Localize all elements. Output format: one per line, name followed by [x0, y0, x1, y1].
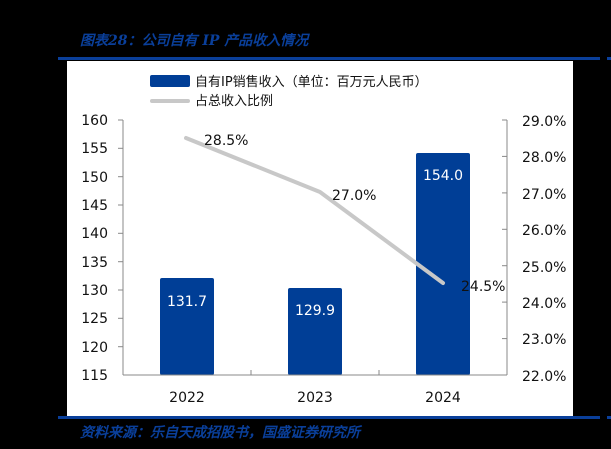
left-axis: [118, 119, 124, 375]
x-tick: 2024: [425, 390, 461, 406]
top-divider-tail: [607, 57, 611, 60]
left-tick: 140: [81, 226, 108, 242]
left-tick: 135: [81, 255, 108, 271]
right-tick: 22.0%: [522, 369, 566, 385]
left-tick: 160: [81, 113, 108, 129]
top-divider: [58, 57, 600, 60]
bottom-divider-tail: [607, 416, 611, 419]
left-tick: 150: [81, 170, 108, 186]
right-axis: [502, 119, 508, 375]
right-tick: 26.0%: [522, 223, 566, 239]
x-tick: 2022: [169, 390, 205, 406]
bar-value-label: 154.0: [423, 168, 463, 184]
bar-2024: [416, 153, 470, 375]
left-tick: 130: [81, 283, 108, 299]
right-tick: 28.0%: [522, 150, 566, 166]
left-tick: 115: [81, 368, 108, 384]
left-tick: 145: [81, 198, 108, 214]
legend-bar-label: 自有IP销售收入（单位：百万元人民币）: [195, 74, 428, 90]
source-note: 资料来源：乐自天成招股书，国盛证券研究所: [80, 425, 360, 441]
legend-bar-swatch: [150, 75, 190, 87]
bottom-divider: [58, 416, 600, 419]
legend-line-label: 占总收入比例: [195, 94, 273, 109]
x-axis: [123, 370, 507, 376]
left-tick: 120: [81, 340, 108, 356]
ratio-line: [184, 136, 445, 285]
right-tick: 23.0%: [522, 332, 566, 348]
bar-2023: [288, 288, 342, 375]
right-tick: 24.0%: [522, 296, 566, 312]
left-tick: 155: [81, 141, 108, 157]
line-value-label: 28.5%: [204, 133, 248, 149]
line-value-label: 27.0%: [332, 188, 376, 204]
right-tick: 27.0%: [522, 187, 566, 203]
chart-title: 图表28：公司自有 IP 产品收入情况: [80, 33, 309, 49]
bar-2022: [160, 278, 214, 375]
bar-value-label: 131.7: [167, 294, 207, 310]
right-tick: 25.0%: [522, 260, 566, 276]
left-tick: 125: [81, 311, 108, 327]
x-tick: 2023: [297, 390, 333, 406]
line-value-label: 24.5%: [461, 279, 505, 295]
bar-value-label: 129.9: [295, 303, 335, 319]
right-tick: 29.0%: [522, 114, 566, 130]
